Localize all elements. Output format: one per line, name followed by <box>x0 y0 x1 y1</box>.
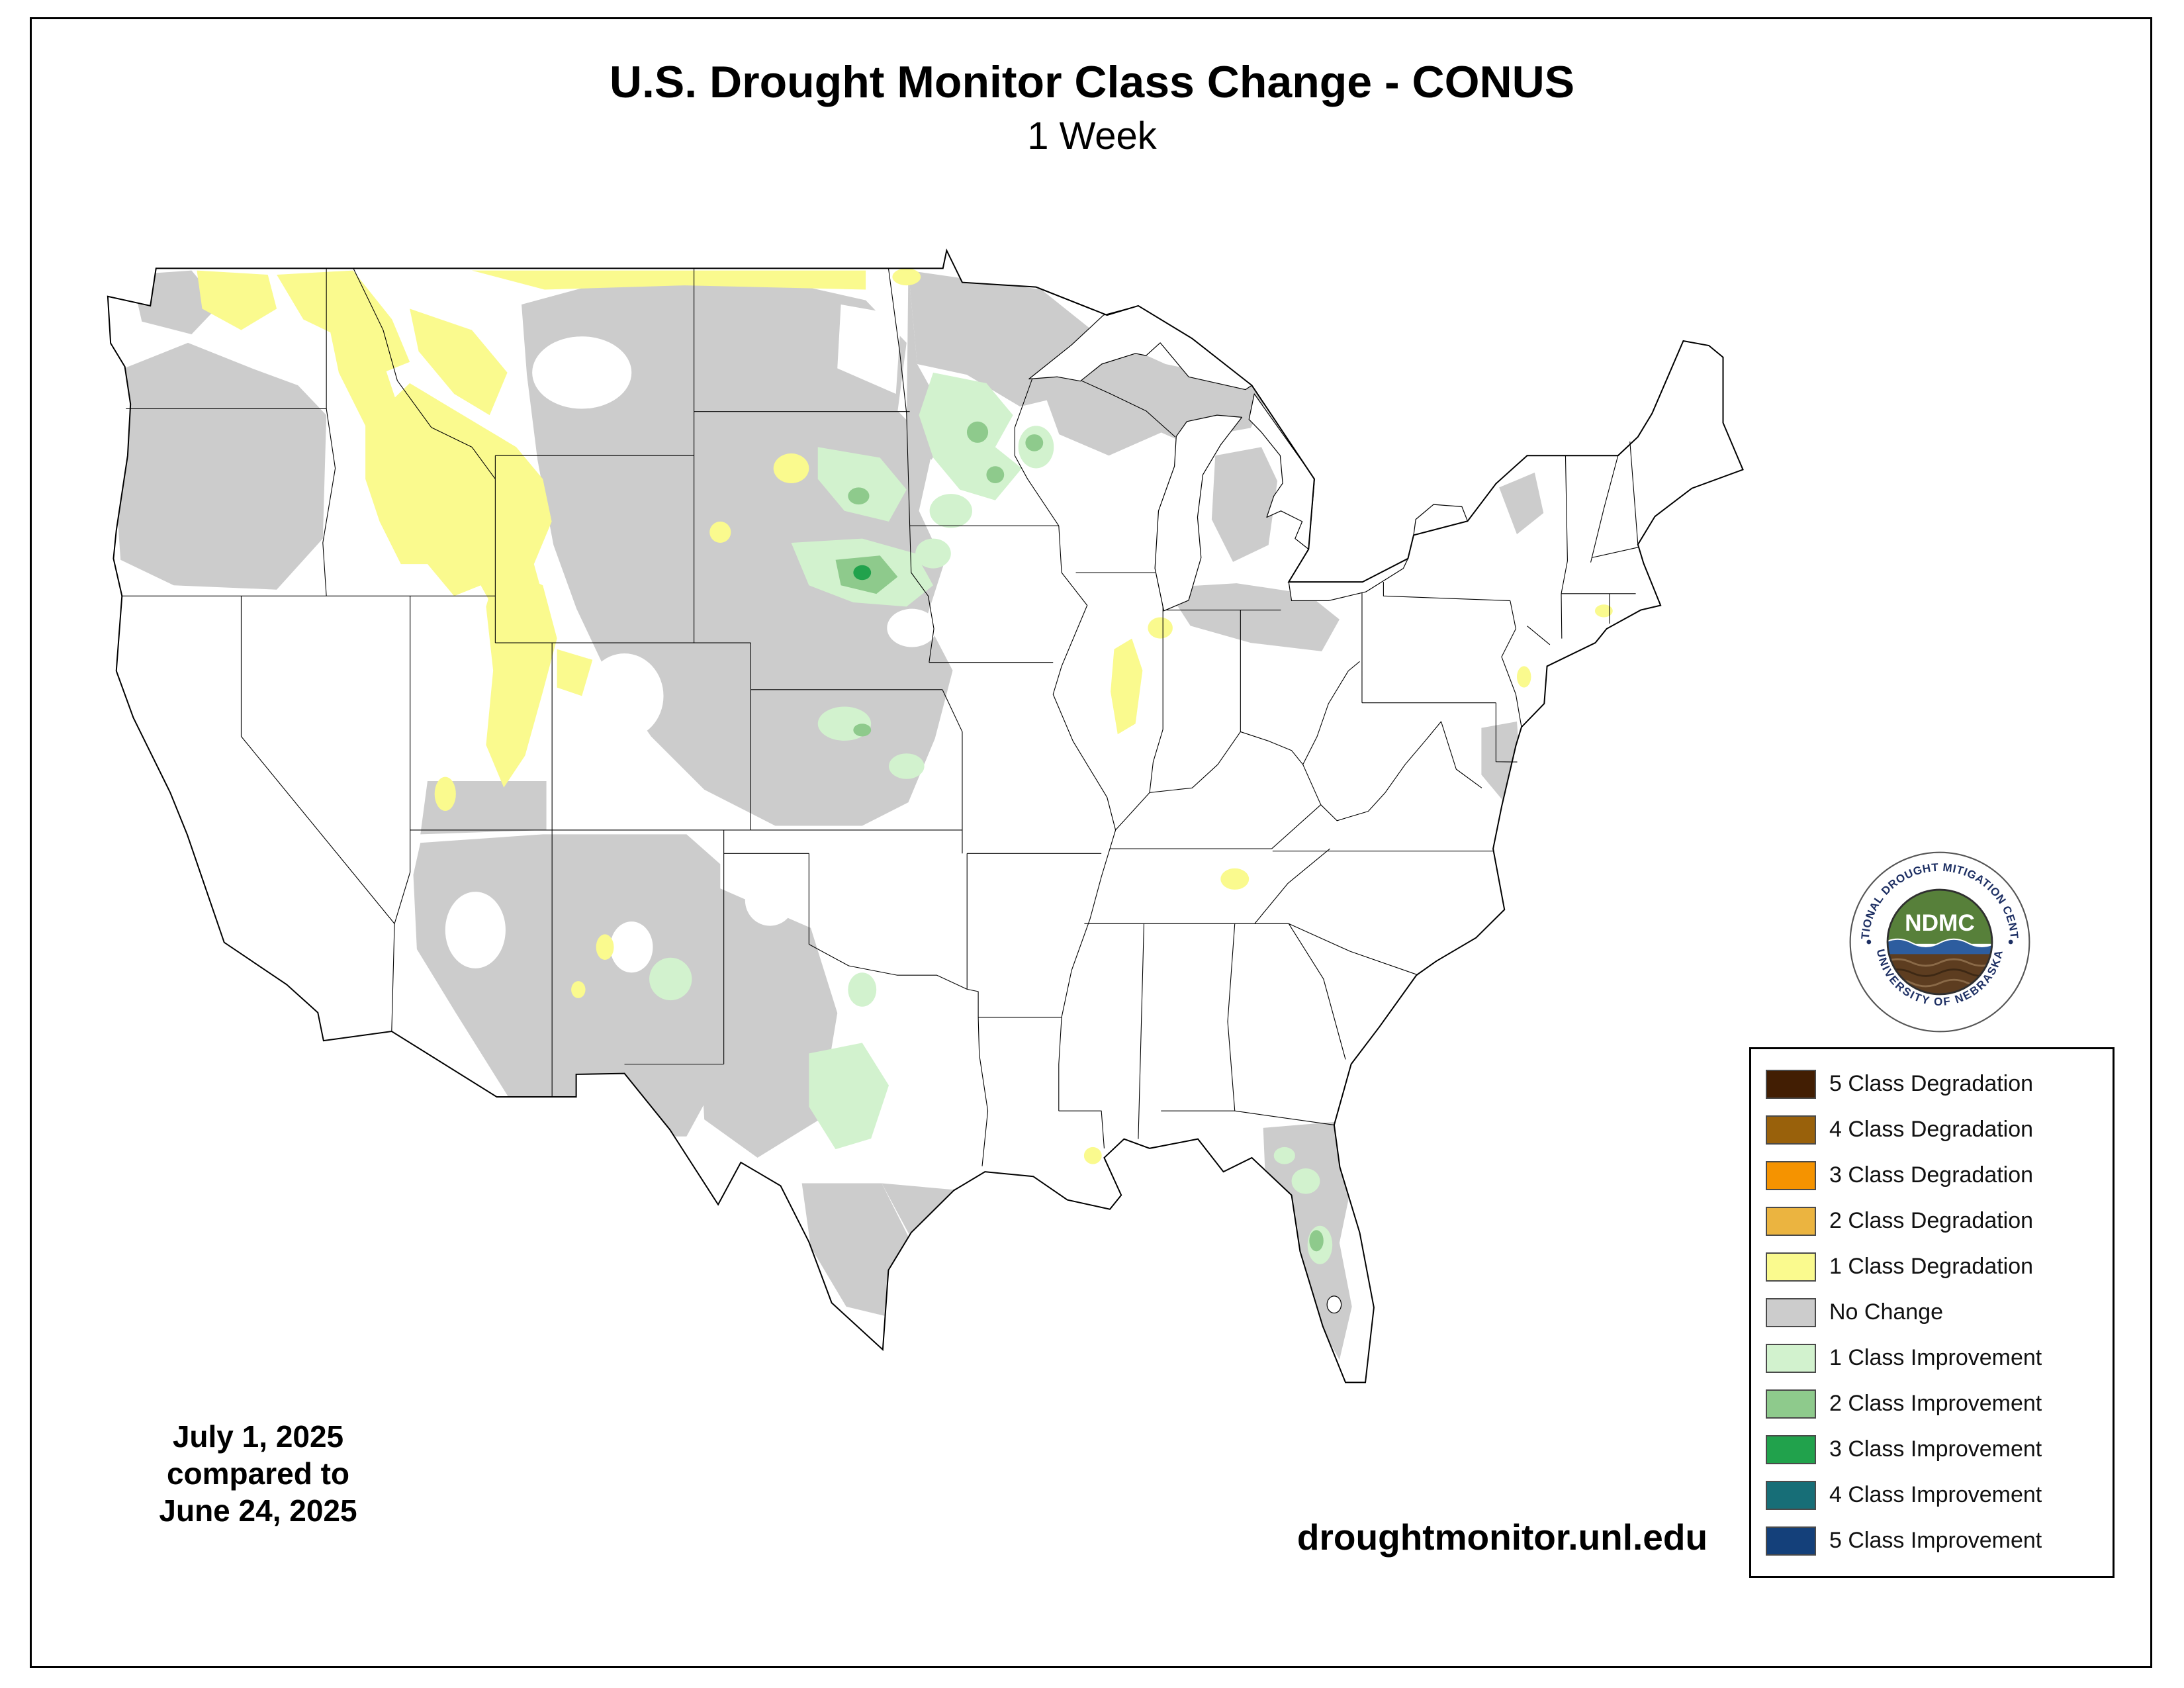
legend-swatch-1-class-degradation <box>1766 1252 1816 1282</box>
legend-row: 4 Class Improvement <box>1766 1472 2113 1518</box>
date-line-previous: June 24, 2025 <box>159 1493 357 1528</box>
page-border-frame <box>30 17 2152 1668</box>
lake-michigan <box>1155 415 1242 611</box>
legend-label: 4 Class Improvement <box>1829 1482 2042 1507</box>
legend-label: 1 Class Improvement <box>1829 1345 2042 1370</box>
legend-row: 3 Class Degradation <box>1766 1152 2113 1198</box>
legend-swatch-2-class-degradation <box>1766 1206 1816 1236</box>
drought-monitor-url: droughtmonitor.unl.edu <box>1297 1517 1708 1558</box>
legend-label: 3 Class Degradation <box>1829 1162 2034 1188</box>
page-subtitle: 1 Week <box>1027 115 1157 158</box>
lake-okeechobee <box>1327 1296 1341 1313</box>
map-layer-1-class-degradation <box>197 268 1613 1164</box>
state-borders <box>122 268 1639 1166</box>
legend-row: 5 Class Improvement <box>1766 1518 2113 1564</box>
legend-box: 5 Class Degradation 4 Class Degradation … <box>1749 1047 2115 1578</box>
conus-outline <box>108 250 1743 1382</box>
legend-label: 4 Class Degradation <box>1829 1117 2034 1142</box>
legend-label: 5 Class Improvement <box>1829 1528 2042 1553</box>
legend-row: No Change <box>1766 1289 2113 1335</box>
legend-swatch-5-class-degradation <box>1766 1069 1816 1099</box>
legend-swatch-no-change <box>1766 1297 1816 1327</box>
legend-label: 3 Class Improvement <box>1829 1436 2042 1462</box>
legend-row: 2 Class Improvement <box>1766 1381 2113 1427</box>
conus-map <box>99 245 1767 1436</box>
page-title: U.S. Drought Monitor Class Change - CONU… <box>609 57 1575 107</box>
legend-label: 2 Class Improvement <box>1829 1391 2042 1416</box>
legend-row: 3 Class Improvement <box>1766 1427 2113 1472</box>
date-line-current: July 1, 2025 <box>172 1419 344 1454</box>
ndmc-logo: NATIONAL DROUGHT MITIGATION CENTER UNIVE… <box>1843 839 2033 1035</box>
legend-swatch-3-class-improvement <box>1766 1434 1816 1464</box>
legend-row: 2 Class Degradation <box>1766 1198 2113 1244</box>
legend-swatch-4-class-degradation <box>1766 1115 1816 1145</box>
legend-swatch-4-class-improvement <box>1766 1480 1816 1510</box>
lake-superior <box>1029 306 1252 390</box>
legend-row: 5 Class Degradation <box>1766 1061 2113 1107</box>
legend-swatch-2-class-improvement <box>1766 1389 1816 1419</box>
comparison-dates: July 1, 2025 compared to June 24, 2025 <box>99 1418 417 1529</box>
legend-label: 2 Class Degradation <box>1829 1208 2034 1233</box>
legend-row: 1 Class Degradation <box>1766 1244 2113 1289</box>
legend-label: 1 Class Degradation <box>1829 1254 2034 1279</box>
legend-swatch-5-class-improvement <box>1766 1526 1816 1556</box>
legend-label: 5 Class Degradation <box>1829 1071 2034 1096</box>
map-layer-white-holes <box>445 305 937 973</box>
legend-swatch-3-class-degradation <box>1766 1160 1816 1190</box>
map-layer-3-class-improvement <box>853 565 872 581</box>
great-lakes <box>1029 306 1468 1313</box>
legend-row: 1 Class Improvement <box>1766 1335 2113 1381</box>
logo-acronym: NDMC <box>1905 910 1975 936</box>
date-line-compared: compared to <box>166 1456 350 1491</box>
legend-label: No Change <box>1829 1299 1944 1325</box>
legend-row: 4 Class Degradation <box>1766 1107 2113 1152</box>
legend-swatch-1-class-improvement <box>1766 1343 1816 1373</box>
